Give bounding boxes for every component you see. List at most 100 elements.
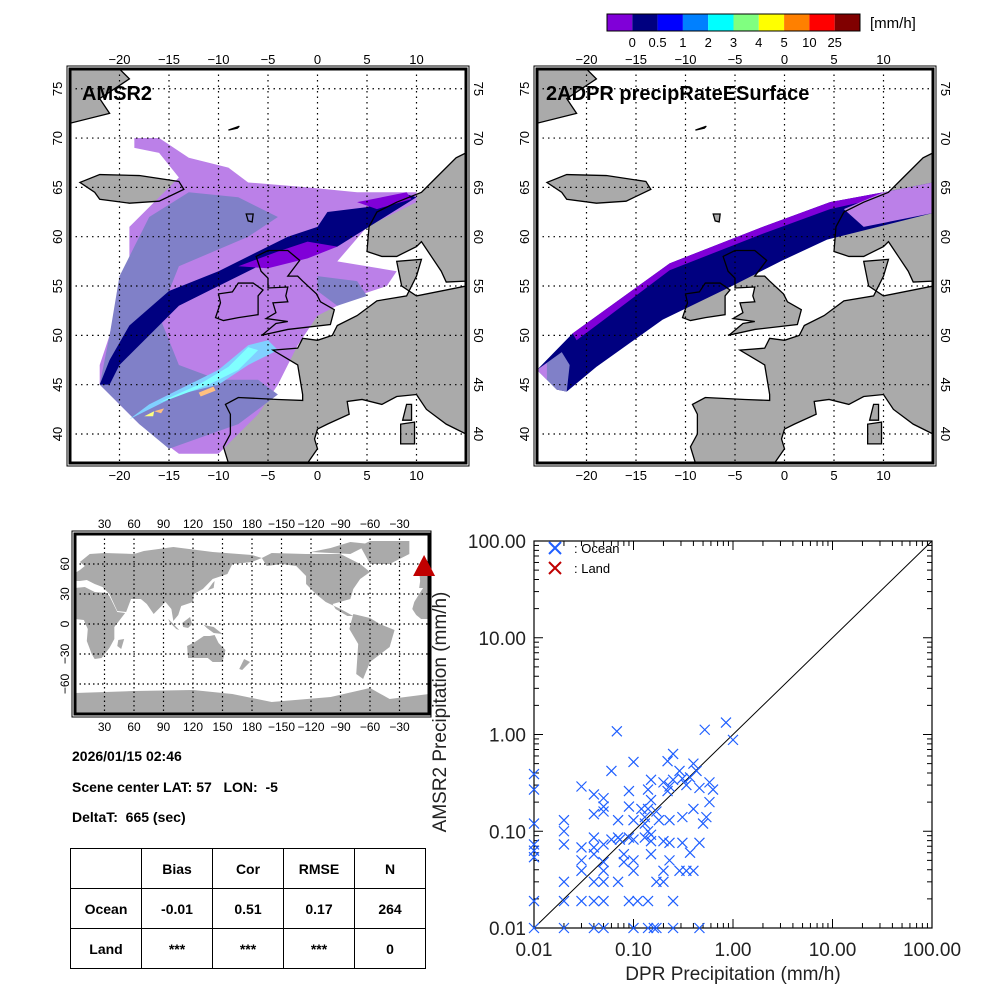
colorbar-unit: [mm/h]: [870, 15, 916, 32]
scatter-point: [598, 839, 609, 850]
map-frame: [535, 67, 935, 465]
scatter-point: [588, 922, 600, 934]
scatter-point: [667, 774, 679, 786]
scatter-point: [632, 895, 644, 907]
coastline-sardinia: [868, 422, 882, 444]
lat-tick-label-left: 65: [517, 180, 532, 194]
scatter-point: [612, 814, 624, 826]
lon-tick-label-bottom: 5: [363, 468, 370, 483]
legend-label: : Land: [574, 561, 610, 576]
lon-tick-label-bottom: −10: [674, 468, 696, 483]
lon-tick-label-top: −15: [625, 52, 647, 67]
colorbar-swatch: [657, 14, 683, 31]
scatter-point: [598, 922, 609, 934]
world-lon-label-top: −150: [268, 517, 295, 531]
header-n: N: [354, 848, 426, 889]
world-lat-label: 60: [58, 557, 72, 571]
precip-swath: [537, 362, 547, 380]
delta-t-text: DeltaT: 665 (sec): [72, 809, 186, 825]
y-tick-label: 0.10: [489, 822, 526, 843]
land-europe: [223, 259, 466, 463]
table-row: Land *** *** *** 0: [70, 928, 426, 969]
world-land-borneo: [182, 617, 193, 628]
world-lon-label-top: −120: [297, 517, 324, 531]
scatter-point: [558, 839, 570, 850]
scatter-point: [588, 895, 600, 907]
precip-swath: [317, 276, 367, 306]
scatter-point: [623, 801, 635, 812]
world-land-s_america: [349, 614, 395, 679]
coastline-janmayen: [228, 126, 239, 130]
map-plot-area: [537, 69, 933, 463]
scatter-point: [676, 811, 688, 823]
lat-tick-label-left: 70: [517, 131, 532, 145]
scatter-point: [697, 818, 709, 830]
dpr-panel-title: 2ADPR precipRateESurface: [546, 83, 809, 105]
colorbar-tick-label: 2: [705, 35, 712, 50]
scatter-point: [606, 834, 617, 846]
lat-tick-label-left: 70: [50, 131, 65, 145]
coastline-corsica: [403, 404, 412, 420]
scatter-point: [699, 724, 711, 736]
lat-tick-label-left: 45: [517, 377, 532, 391]
lat-tick-label-right: 60: [938, 230, 953, 244]
scatter-point: [687, 758, 699, 770]
scatter-point: [576, 854, 587, 866]
scatter-point: [674, 765, 685, 777]
world-lat-label: 0: [58, 620, 72, 627]
world-lon-label-top: −60: [360, 517, 381, 531]
scatter-point: [628, 814, 639, 826]
scatter-point: [684, 847, 696, 859]
land-sardinia: [400, 422, 415, 444]
x-tick-label: 0.01: [516, 940, 553, 961]
y-tick-label: 0.01: [489, 919, 526, 940]
land-greenland: [537, 69, 597, 124]
scatter-point: [598, 806, 609, 817]
scatter-point: [576, 895, 587, 907]
scatter-point: [664, 781, 675, 792]
lon-tick-label-top: −20: [108, 52, 130, 67]
world-lon-label-bottom: −150: [268, 720, 295, 734]
colorbar-tick-label: 3: [730, 35, 737, 50]
precip-swath: [159, 347, 259, 403]
scatter-point: [687, 803, 699, 815]
scatter-point: [558, 876, 570, 888]
scatter-point: [645, 794, 657, 806]
scatter-point: [614, 834, 626, 846]
world-lon-label-bottom: 30: [98, 720, 112, 734]
scatter-point: [642, 922, 654, 934]
world-lat-label: 30: [58, 587, 72, 601]
row-label: Ocean: [70, 888, 142, 929]
coastline-iceland: [547, 175, 651, 204]
world-land-eurasia: [75, 547, 262, 621]
scatter-point: [628, 865, 639, 877]
header-rmse: RMSE: [283, 848, 355, 889]
world-land-newguinea: [203, 625, 223, 634]
coastline-ireland: [216, 283, 264, 320]
scatter-plot: 0.010.01 0.10 0.10 1.00 1.00 10.00 10.00 100.00…: [430, 532, 961, 985]
colorbar-tick-label: 0.5: [649, 35, 667, 50]
scatter-point: [576, 865, 587, 877]
scatter-point: [528, 895, 540, 907]
coastline-greenland: [70, 69, 129, 123]
world-plot-area: [75, 534, 429, 714]
scatter-point: [628, 756, 639, 768]
scatter-point: [623, 832, 635, 844]
scatter-point: [612, 876, 624, 888]
n-value: 264: [354, 888, 426, 929]
scatter-point: [528, 922, 540, 934]
colorbar-tick-label: 25: [827, 35, 841, 50]
scatter-point: [658, 776, 669, 788]
world-lon-label-bottom: 90: [157, 720, 171, 734]
scatter-point: [598, 865, 609, 877]
land-corsica: [869, 404, 879, 421]
scene-location-marker: [413, 555, 436, 576]
scatter-point: [598, 792, 609, 804]
datetime-text: 2026/01/15 02:46: [72, 748, 182, 764]
colorbar-tick-label: 1: [679, 35, 686, 50]
world-land-africa_w: [412, 588, 429, 619]
lon-tick-label-bottom: −5: [728, 468, 743, 483]
scatter-point: [623, 785, 635, 797]
lat-tick-label-right: 40: [938, 427, 953, 441]
